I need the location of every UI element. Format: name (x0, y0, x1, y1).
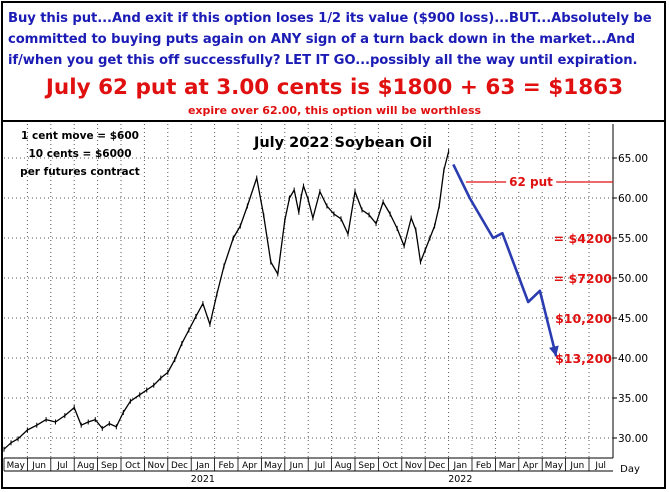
x-month-label: Jun (31, 461, 46, 471)
y-tick-label: 40.00 (618, 353, 648, 365)
x-axis-ticks: May Jun Jul Aug Sep Oct Nov Dec Jan Feb Apr May Jun J… (3, 458, 606, 485)
y-tick-label: 35.00 (618, 393, 648, 405)
x-month-label: Jan (453, 461, 468, 471)
y-tick-label: 45.00 (618, 313, 648, 325)
x-year-label: 2021 (191, 474, 215, 485)
y-tick-label: 55.00 (618, 233, 648, 245)
headline: July 62 put at 3.00 cents is $1800 + 63 … (45, 75, 624, 100)
x-month-label: Mar (499, 461, 516, 471)
x-unit-label: Day (620, 464, 640, 475)
projection-line (452, 163, 558, 357)
x-month-label: Aug (77, 461, 94, 471)
annotations-layer: 62 put = $4200 = $7200 $10,200 $13,200 (466, 175, 613, 366)
profit-label: = $4200 (554, 231, 613, 246)
x-month-label: Apr (242, 461, 258, 471)
projection-arrowhead (549, 345, 559, 357)
x-month-label: Aug (335, 461, 352, 471)
intro-text: Buy this put...And exit if this option l… (8, 11, 652, 68)
put-strike-label-bg (506, 175, 557, 189)
x-month-label: May (264, 461, 282, 471)
x-month-label: Jun (289, 461, 304, 471)
x-month-label: Dec (171, 461, 188, 471)
x-month-label: Feb (476, 461, 492, 471)
x-month-label: Oct (382, 461, 398, 471)
x-month-label: Nov (148, 461, 165, 471)
profit-label: $10,200 (555, 311, 612, 326)
note-line-3: per futures contract (20, 166, 140, 178)
chart-title: July 2022 Soybean Oil (253, 135, 432, 151)
subline: expire over 62.00, this option will be w… (187, 104, 482, 117)
x-year-label: 2022 (448, 474, 472, 485)
x-month-label: Jun (569, 461, 584, 471)
header-panel (3, 3, 664, 122)
profit-label: $13,200 (555, 351, 612, 366)
y-tick-label: 65.00 (618, 153, 648, 165)
x-month-label: Sep (358, 461, 375, 471)
x-month-label: May (545, 461, 563, 471)
y-axis-ticks: 30.00 35.00 40.00 45.00 50.00 55.00 60.00 65.00 (613, 153, 648, 445)
x-month-label: Nov (405, 461, 422, 471)
x-month-label: Jul (594, 461, 606, 471)
x-month-label: May (7, 461, 25, 471)
note-line-1: 1 cent move = $600 (21, 130, 139, 142)
x-month-label: Apr (523, 461, 539, 471)
price-series-line (3, 151, 450, 450)
x-month-label: Jan (195, 461, 210, 471)
x-month-label: Sep (101, 461, 118, 471)
x-month-label: Jul (314, 461, 326, 471)
y-tick-label: 30.00 (618, 433, 648, 445)
note-line-2: 10 cents = $6000 (29, 148, 132, 160)
x-month-label: Dec (428, 461, 445, 471)
x-month-label: Feb (219, 461, 235, 471)
profit-label: = $7200 (554, 271, 613, 286)
put-strike-label: 62 put (509, 175, 553, 189)
y-tick-label: 60.00 (618, 193, 648, 205)
x-month-label: Oct (125, 461, 141, 471)
y-tick-label: 50.00 (618, 273, 648, 285)
series-layer (3, 149, 559, 452)
x-month-label: Jul (56, 461, 68, 471)
